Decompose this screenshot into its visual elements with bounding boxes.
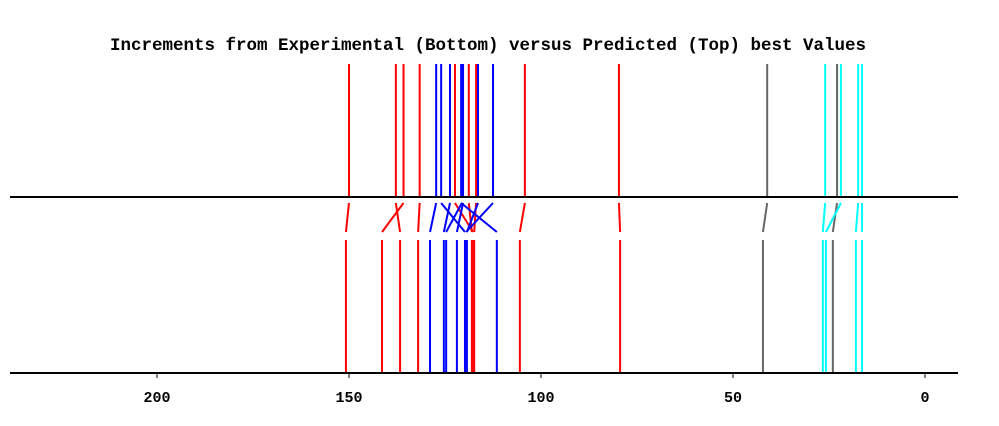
connector-line-blue-0 — [429, 202, 438, 233]
connector-line-cyan-1 — [825, 202, 842, 233]
connector-line-red-0 — [344, 202, 350, 233]
x-tick-label: 200 — [143, 390, 170, 407]
connector-line-red-7 — [518, 202, 526, 233]
x-tick-label: 100 — [527, 390, 554, 407]
connector-line-gray-0 — [761, 202, 769, 233]
x-axis-ticks: 200 150 100 50 0 — [143, 373, 930, 407]
connector-line-blue-4 — [445, 202, 463, 233]
connector-line-cyan-0 — [821, 202, 827, 233]
connector-line-blue-5 — [455, 202, 465, 233]
marks-group — [344, 64, 864, 373]
connector-line-blue-6 — [465, 202, 479, 233]
chart-title: Increments from Experimental (Bottom) ve… — [110, 36, 866, 56]
connector-line-red-2 — [381, 202, 405, 233]
connector-line-cyan-2 — [854, 202, 860, 233]
connector-line-blue-2 — [442, 202, 451, 233]
x-tick-label: 150 — [335, 390, 362, 407]
x-tick-label: 50 — [724, 390, 742, 407]
connector-line-blue-7 — [465, 202, 494, 233]
connector-line-red-8 — [617, 202, 622, 233]
connector-line-red-3 — [417, 202, 421, 233]
connector-line-gray-1 — [831, 202, 839, 233]
connector-line-red-1 — [394, 202, 402, 233]
x-tick-label: 0 — [920, 390, 929, 407]
